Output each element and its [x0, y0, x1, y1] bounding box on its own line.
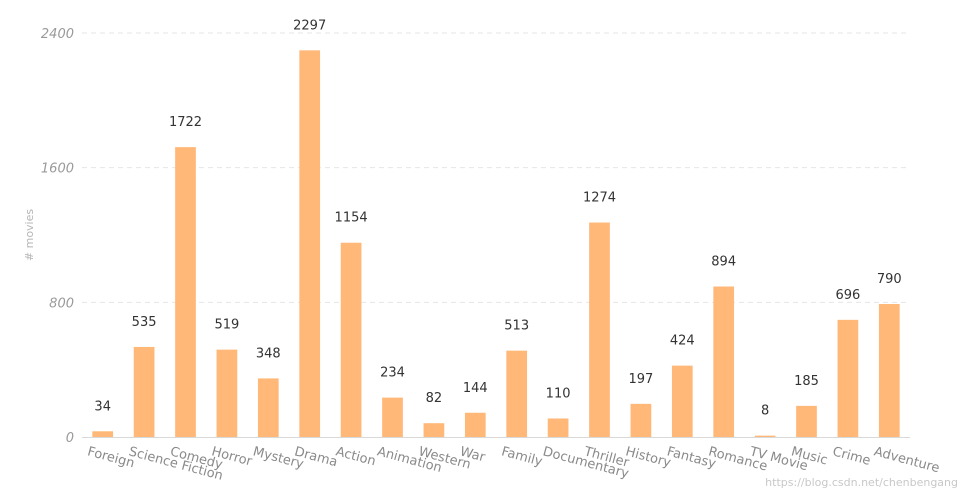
- bar: [382, 397, 403, 437]
- bar: [713, 286, 735, 437]
- x-tick-label: Crime: [831, 444, 872, 469]
- data-label: 535: [132, 315, 157, 330]
- y-tick-label: 2400: [41, 27, 74, 42]
- bar: [506, 350, 528, 437]
- x-tick-label: War: [458, 444, 487, 465]
- x-tick-label: Family: [500, 444, 545, 469]
- y-tick-label: 0: [66, 431, 74, 446]
- data-label: 8: [761, 404, 769, 419]
- bar: [175, 147, 196, 437]
- bars: [92, 50, 900, 438]
- data-label: 424: [670, 334, 695, 349]
- y-axis-label: # movies: [23, 209, 36, 261]
- x-tick-label: Action: [334, 444, 377, 469]
- data-label: 348: [256, 346, 281, 361]
- bar: [92, 431, 114, 437]
- data-label: 234: [380, 366, 405, 381]
- bar: [589, 222, 610, 437]
- bar: [464, 412, 486, 437]
- bar: [216, 349, 238, 437]
- bar: [423, 423, 445, 437]
- bar: [796, 405, 817, 437]
- watermark: https://blog.csdn.net/chenbengang: [765, 476, 958, 489]
- bar: [837, 319, 859, 437]
- bar: [630, 403, 652, 437]
- gridlines: [82, 32, 910, 303]
- x-tick-label: Adventure: [872, 444, 941, 476]
- data-label: 513: [504, 319, 529, 334]
- data-label: 696: [835, 288, 860, 303]
- data-label: 82: [426, 391, 443, 406]
- data-label: 1154: [335, 211, 368, 226]
- bar: [754, 435, 776, 437]
- bar: [547, 418, 569, 437]
- data-label: 144: [463, 381, 488, 396]
- bar: [133, 346, 155, 437]
- y-axis-ticks: 0 800 1600 2400: [41, 27, 74, 446]
- y-tick-label: 800: [49, 296, 74, 311]
- data-labels: 34 535 1722 519 348 2297 1154 234 82 144 513 110 127…: [94, 18, 901, 418]
- data-label: 1274: [583, 191, 616, 206]
- data-label: 34: [94, 399, 111, 414]
- bar: [299, 50, 321, 438]
- data-label: 110: [546, 386, 571, 401]
- data-label: 197: [628, 372, 653, 387]
- bar: [671, 365, 693, 437]
- bar: [340, 242, 362, 437]
- bar: [878, 304, 900, 437]
- y-tick-label: 1600: [41, 162, 74, 177]
- data-label: 894: [711, 255, 736, 270]
- data-label: 2297: [293, 18, 326, 33]
- data-label: 790: [877, 272, 902, 287]
- data-label: 519: [214, 318, 239, 333]
- bar: [257, 378, 279, 437]
- data-label: 185: [794, 374, 819, 389]
- data-label: 1722: [169, 115, 202, 130]
